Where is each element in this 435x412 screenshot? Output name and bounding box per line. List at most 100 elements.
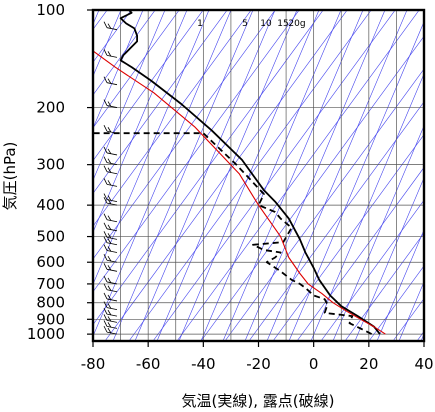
guide-line [222,10,364,341]
x-tick-label: 40 [414,355,433,373]
wind-barb-flag [107,309,112,316]
wind-barb-flag [103,21,108,28]
x-tick-label: 20 [359,355,378,373]
guide-line [332,125,424,341]
wind-barb [106,27,118,31]
wind-barb [106,281,118,285]
wind-barb-flag [103,301,108,308]
wind-barb-flag [107,158,112,164]
guide-line [93,10,210,286]
guide-line [296,166,424,341]
wind-barb [106,162,118,166]
guide-line [93,10,188,234]
y-tick-label: 400 [36,196,65,214]
guide-line [244,10,386,341]
wind-barb-flag [107,316,112,322]
wind-barb-flag [103,222,108,229]
wind-barb-flag [107,233,112,239]
guide-line [93,10,204,162]
grid [93,10,424,341]
guide-line [248,101,424,341]
y-axis-label: 気圧(hPa) [1,142,19,211]
y-tick-label: 1000 [27,325,65,343]
wind-barb-flag [103,178,108,185]
wind-barb [106,219,118,223]
guide-line [288,21,424,341]
wind-barb-flag [107,277,112,284]
y-tick-label: 600 [36,253,65,271]
wind-barb-flag [103,213,108,220]
x-axis-label: 気温(実線), 露点(破線) [182,392,335,410]
x-tick-label: -40 [191,355,216,373]
parcel-line [93,50,386,335]
dewpoint-line [93,132,373,335]
wind-barb-flag [103,99,108,106]
wind-barb-flag [103,236,108,243]
wind-barb-flag [107,51,112,57]
wind-barb [106,259,118,263]
wind-barb-flag [107,78,112,84]
wind-barb [106,171,118,175]
y-tick-label: 900 [36,310,65,328]
guide-line [93,10,180,129]
series-layer [93,10,386,335]
wind-barb [106,130,118,134]
guide-line [310,73,424,341]
wind-barb-flag [103,49,108,56]
guide-line [176,10,420,341]
guide-line [200,35,424,341]
guide-line [178,10,320,341]
guide-line [376,229,424,341]
guide-line [104,10,348,341]
wind-barb [106,105,118,108]
guide-line [156,10,298,341]
mixing-ratio-label: 1 [197,19,203,29]
mixing-ratio-labels: 1 5 10 15 20g [197,19,305,29]
guide-line [272,134,424,341]
y-tick-label: 200 [36,99,65,117]
wind-barb-flag [107,265,112,271]
x-tick-label: -80 [81,355,106,373]
wind-barb [106,313,118,317]
wind-barb-flag [103,125,108,132]
wind-barb-flag [103,156,108,163]
wind-barb-flag [103,231,108,238]
wind-barb-flag [107,198,112,205]
wind-barb-flag [107,246,112,252]
wind-barb-flag [103,307,108,315]
y-tick-label: 300 [36,156,65,174]
wind-barb-flag [103,196,108,204]
wind-barb-flag [107,256,112,262]
wind-barb-flag [103,325,108,333]
guide-line [200,10,342,341]
wind-barb [106,183,118,187]
x-tick-label: -60 [136,355,161,373]
guide-line [134,10,276,341]
wind-barb-flag [103,76,108,83]
wind-barb-flag [107,294,112,301]
mixing-ratio-label: 10 [260,19,272,29]
guide-line [398,281,424,341]
wind-barb-flag [103,165,108,172]
wind-barb [106,331,118,335]
wind-barb-flag [103,292,108,300]
guide-line [320,199,424,341]
wind-barb [106,202,118,206]
wind-barb-flag [107,148,112,155]
wind-barb-flag [103,146,108,154]
guide-line [266,10,408,341]
wind-barb [106,298,118,302]
guide-line [93,10,166,181]
wind-barb-flag [103,283,108,290]
wind-barb-flag [103,320,108,327]
guide-line [93,10,232,338]
wind-barb [106,250,118,253]
wind-barb [106,289,118,293]
y-tick-label: 800 [36,294,65,312]
wind-barb-flag [103,254,108,261]
wind-barb-flag [107,322,112,328]
guide-line [93,10,300,293]
mixing-ratio-label: 5 [242,19,248,29]
wind-barb-flag [103,314,108,321]
